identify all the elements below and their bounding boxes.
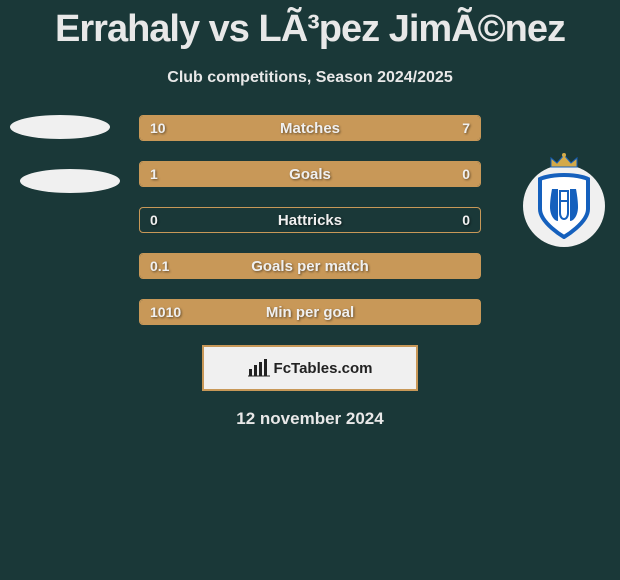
player1-avatar-placeholder bbox=[10, 115, 110, 139]
shield-icon bbox=[536, 173, 592, 239]
stat-row: 1010 Min per goal bbox=[139, 299, 481, 325]
subtitle: Club competitions, Season 2024/2025 bbox=[0, 69, 620, 87]
stat-value-right: 7 bbox=[462, 120, 470, 136]
stat-value-left: 0.1 bbox=[150, 258, 169, 274]
stat-label: Goals bbox=[289, 166, 331, 183]
stats-bars: 10 Matches 7 1 Goals 0 0 Hattricks 0 0.1… bbox=[139, 115, 481, 325]
date-text: 12 november 2024 bbox=[0, 409, 620, 429]
logo-text: FcTables.com bbox=[274, 360, 373, 377]
stat-value-left: 10 bbox=[150, 120, 166, 136]
stat-row: 10 Matches 7 bbox=[139, 115, 481, 141]
stat-row: 0 Hattricks 0 bbox=[139, 207, 481, 233]
stat-label: Min per goal bbox=[266, 304, 354, 321]
stat-value-left: 1 bbox=[150, 166, 158, 182]
page-title: Errahaly vs LÃ³pez JimÃ©nez bbox=[0, 0, 620, 51]
bars-icon bbox=[248, 359, 270, 377]
stat-row: 1 Goals 0 bbox=[139, 161, 481, 187]
stat-value-left: 0 bbox=[150, 212, 158, 228]
stat-fill-left bbox=[140, 162, 405, 186]
stat-label: Hattricks bbox=[278, 212, 342, 229]
stat-row: 0.1 Goals per match bbox=[139, 253, 481, 279]
stat-label: Goals per match bbox=[251, 258, 369, 275]
stat-label: Matches bbox=[280, 120, 340, 137]
comparison-content: 10 Matches 7 1 Goals 0 0 Hattricks 0 0.1… bbox=[0, 115, 620, 429]
crown-icon bbox=[549, 153, 579, 169]
club-badge bbox=[523, 165, 605, 247]
stat-value-left: 1010 bbox=[150, 304, 181, 320]
stat-fill-right bbox=[337, 116, 480, 140]
player2-avatar-placeholder bbox=[20, 169, 120, 193]
stat-value-right: 0 bbox=[462, 212, 470, 228]
stat-value-right: 0 bbox=[462, 166, 470, 182]
fctables-logo[interactable]: FcTables.com bbox=[202, 345, 418, 391]
